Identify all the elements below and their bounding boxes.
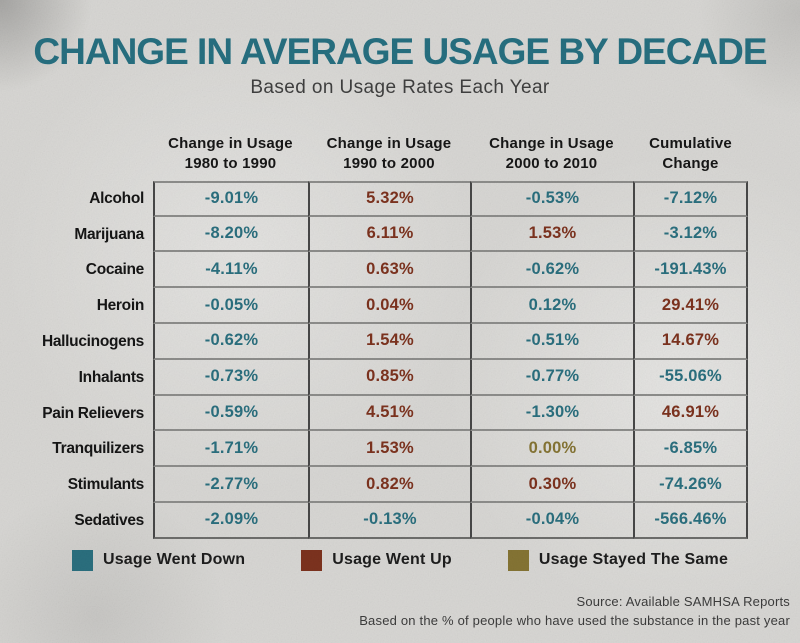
column-header-line1: Cumulative [649,135,732,153]
footer: Source: Available SAMHSA Reports Based o… [359,593,790,631]
row-label: Hallucinogens [41,332,144,350]
value-cell: -191.43% [633,252,748,289]
value-cell: -1.30% [470,395,633,432]
value-cell: -2.77% [153,467,308,504]
value-cell: -0.13% [308,503,470,539]
row-label: Heroin [96,297,145,315]
value-cell: -6.85% [633,431,748,468]
legend-item: Usage Went Down [71,549,246,571]
value-cell: 1.54% [308,324,470,360]
column-header-line1: Change in Usage [326,135,452,153]
value-cell: -0.59% [153,395,308,432]
value-cell: -0.77% [470,359,633,396]
legend-swatch-icon [507,549,529,571]
legend-item: Usage Stayed The Same [507,549,729,571]
page-title: CHANGE IN AVERAGE USAGE BY DECADE [33,31,767,72]
column-header-line2: 1990 to 2000 [343,154,435,172]
value-cell: 29.41% [633,288,748,325]
value-cell: -8.20% [153,216,308,253]
row-label: Alcohol [89,189,144,207]
value-cell: -0.62% [153,324,308,360]
column-header-line2: 2000 to 2010 [505,154,598,172]
row-label: Marijuana [74,225,144,243]
value-cell: 0.00% [470,431,633,468]
value-cell: -566.46% [633,503,748,539]
value-cell: -0.04% [470,503,633,539]
value-cell: -55.06% [633,359,748,396]
column-header: Change in Usage 1980 to 1990 [153,134,308,173]
column-header: Cumulative Change [633,134,748,173]
table-row: Tranquilizers -1.71% 1.53% 0.00% -6.85% [48,431,748,468]
value-cell: 0.04% [308,288,470,325]
value-cell: 1.53% [470,216,633,253]
row-label: Inhalants [78,368,145,386]
value-cell: -0.73% [153,359,308,396]
column-header-line1: Change in Usage [168,135,293,153]
table-row: Marijuana -8.20% 6.11% 1.53% -3.12% [48,216,748,253]
value-cell: 1.53% [308,431,470,468]
usage-table: Change in Usage 1980 to 1990 Change in Usa… [41,127,748,539]
table-row: Hallucinogens -0.62% 1.54% -0.51% 14.67% [41,324,748,360]
legend-swatch-icon [71,549,93,571]
value-cell: 0.82% [308,467,470,504]
legend-swatch-icon [301,549,323,571]
value-cell: -74.26% [633,467,748,504]
value-cell: 0.85% [308,359,470,396]
value-cell: -0.05% [153,288,308,325]
column-header-line2: 1980 to 1990 [184,154,277,172]
value-cell: -2.09% [153,503,308,539]
methodology-note: Based on the % of people who have used t… [359,613,790,629]
value-cell: -3.12% [633,216,748,253]
value-cell: 6.11% [308,216,470,253]
value-cell: 4.51% [308,395,470,432]
table-row: Alcohol -9.01% 5.32% -0.53% -7.12% [48,180,748,217]
value-cell: 14.67% [633,324,748,360]
table-row: Sedatives -2.09% -0.13% -0.04% -566.46% [48,503,748,539]
legend-item: Usage Went Up [301,549,452,571]
row-label: Sedatives [74,511,144,529]
value-cell: -0.51% [470,324,633,360]
table-row: Inhalants -0.73% 0.85% -0.77% -55.06% [48,359,748,396]
column-header: Change in Usage 1990 to 2000 [308,134,470,173]
value-cell: 5.32% [308,180,470,217]
column-header: Change in Usage 2000 to 2010 [470,134,633,173]
column-headers: Change in Usage 1980 to 1990 Change in Usa… [48,127,748,181]
table-row: Stimulants -2.77% 0.82% 0.30% -74.26% [48,467,748,504]
value-cell: 0.30% [470,467,633,504]
value-cell: -0.53% [470,180,633,217]
row-label: Stimulants [67,476,145,494]
page-subtitle: Based on Usage Rates Each Year [250,76,550,98]
legend-label: Usage Went Up [332,551,452,569]
value-cell: -9.01% [153,180,308,217]
value-cell: 0.12% [470,288,633,325]
value-cell: 46.91% [633,395,748,432]
row-label: Pain Relievers [42,404,144,422]
table-body: Alcohol -9.01% 5.32% -0.53% -7.12% Marijuana -… [41,180,748,539]
legend-label: Usage Stayed The Same [538,551,729,569]
column-header-line2: Change [662,154,719,172]
value-cell: 0.63% [308,252,470,289]
value-cell: -1.71% [153,431,308,468]
table-row: Cocaine -4.11% 0.63% -0.62% -191.43% [48,252,748,289]
value-cell: -0.62% [470,252,633,289]
value-cell: -7.12% [633,180,748,217]
legend: Usage Went Down Usage Went Up Usage Stayed… [0,549,800,571]
row-label: Cocaine [85,261,145,279]
table-row: Heroin -0.05% 0.04% 0.12% 29.41% [48,288,748,325]
table-row: Pain Relievers -0.59% 4.51% -1.30% 46.91% [42,395,748,432]
legend-label: Usage Went Down [102,551,246,569]
source-note: Source: Available SAMHSA Reports [576,594,790,610]
column-header-line1: Change in Usage [489,135,614,153]
row-label: Tranquilizers [52,440,144,458]
value-cell: -4.11% [153,252,308,289]
